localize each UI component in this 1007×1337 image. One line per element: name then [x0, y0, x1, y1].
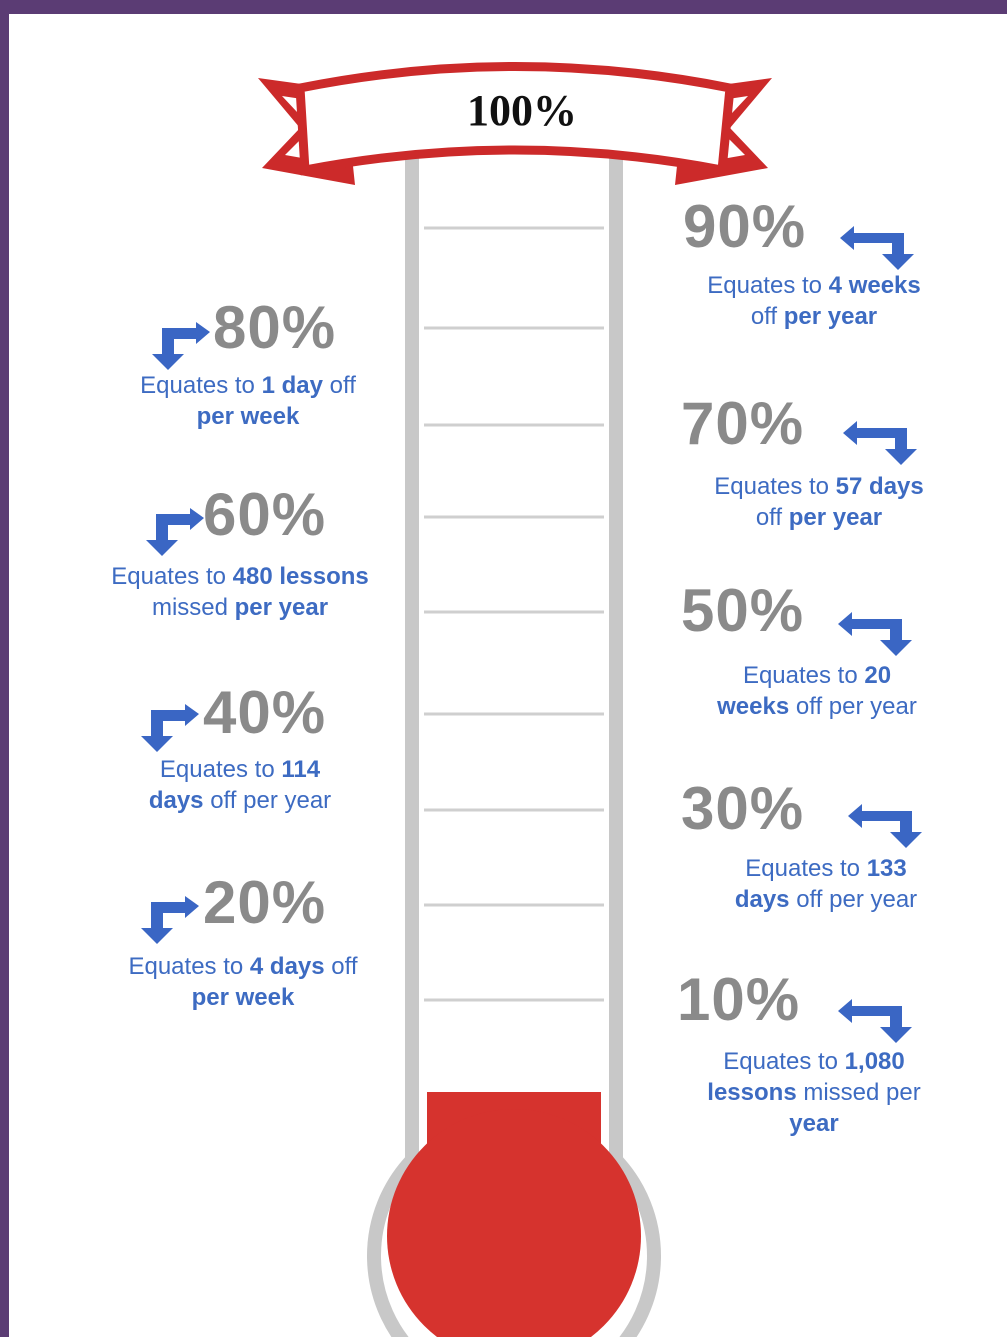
- milestone-50-description: Equates to 20 weeks off per year: [688, 660, 946, 722]
- thermometer-ticks: [424, 226, 604, 1002]
- arrow-right-down-icon: [141, 704, 199, 752]
- banner-body: [295, 62, 735, 176]
- milestone-50-line1: Equates to 20: [742, 662, 892, 689]
- milestone-10-line2: lessons missed per: [707, 1079, 921, 1106]
- milestone-60-description: Equates to 480 lessons missed per year: [80, 561, 400, 623]
- milestone-90-description: Equates to 4 weeks off per year: [684, 270, 944, 332]
- milestone-90-percent: 90%: [683, 193, 807, 260]
- milestone-60-line2: missed per year: [151, 594, 329, 621]
- milestone-80-line1: Equates to 1 day off: [140, 372, 356, 399]
- arrow-left-down-icon: [848, 804, 922, 848]
- milestone-90-line1: Equates to 4 weeks: [707, 272, 921, 299]
- milestone-80-line2: per week: [196, 403, 300, 430]
- milestone-10-description: Equates to 1,080 lessons missed per year: [680, 1046, 948, 1139]
- milestone-30-line2: days off per year: [734, 886, 918, 913]
- arrow-right-down-icon: [141, 896, 199, 944]
- milestone-20-description: Equates to 4 days off per week: [100, 951, 386, 1013]
- milestone-20-line2: per week: [191, 984, 295, 1011]
- thermometer-tube: [367, 150, 661, 1337]
- milestone-40-percent: 40%: [203, 679, 327, 746]
- milestone-30-description: Equates to 133 days off per year: [697, 853, 955, 915]
- milestone-80-percent: 80%: [213, 294, 337, 361]
- arrow-left-down-icon: [843, 421, 917, 465]
- milestone-70-description: Equates to 57 days off per year: [690, 471, 948, 533]
- arrow-right-down-icon: [146, 508, 204, 556]
- milestone-70-line2: off per year: [755, 504, 883, 531]
- banner-ribbon: [258, 62, 772, 185]
- milestone-20-line1: Equates to 4 days off: [128, 953, 358, 980]
- milestone-20-percent: 20%: [203, 869, 327, 936]
- milestone-10-percent: 10%: [677, 966, 801, 1033]
- arrow-left-down-icon: [838, 612, 912, 656]
- milestone-80-description: Equates to 1 day off per week: [112, 370, 384, 432]
- milestone-10-line3: year: [789, 1110, 839, 1137]
- arrow-left-down-icon: [840, 226, 914, 270]
- milestone-40-description: Equates to 114 days off per year: [110, 754, 370, 816]
- banner-label: 100%: [467, 86, 577, 135]
- milestone-60-percent: 60%: [203, 481, 327, 548]
- arrow-left-down-icon: [838, 999, 912, 1043]
- arrow-right-down-icon: [152, 322, 210, 370]
- thermometer-bulb: [387, 1109, 641, 1337]
- milestone-90-line2: off per year: [750, 303, 878, 330]
- milestone-40-line2: days off per year: [148, 787, 332, 814]
- milestone-40-line1: Equates to 114: [159, 756, 321, 783]
- milestone-30-percent: 30%: [681, 775, 805, 842]
- milestone-70-line1: Equates to 57 days: [714, 473, 924, 500]
- milestone-10-line1: Equates to 1,080: [723, 1048, 905, 1075]
- milestone-30-line1: Equates to 133: [745, 855, 907, 882]
- milestone-50-line2: weeks off per year: [717, 693, 917, 720]
- milestone-60-line1: Equates to 480 lessons: [111, 563, 369, 590]
- milestone-70-percent: 70%: [681, 390, 805, 457]
- milestone-50-percent: 50%: [681, 577, 805, 644]
